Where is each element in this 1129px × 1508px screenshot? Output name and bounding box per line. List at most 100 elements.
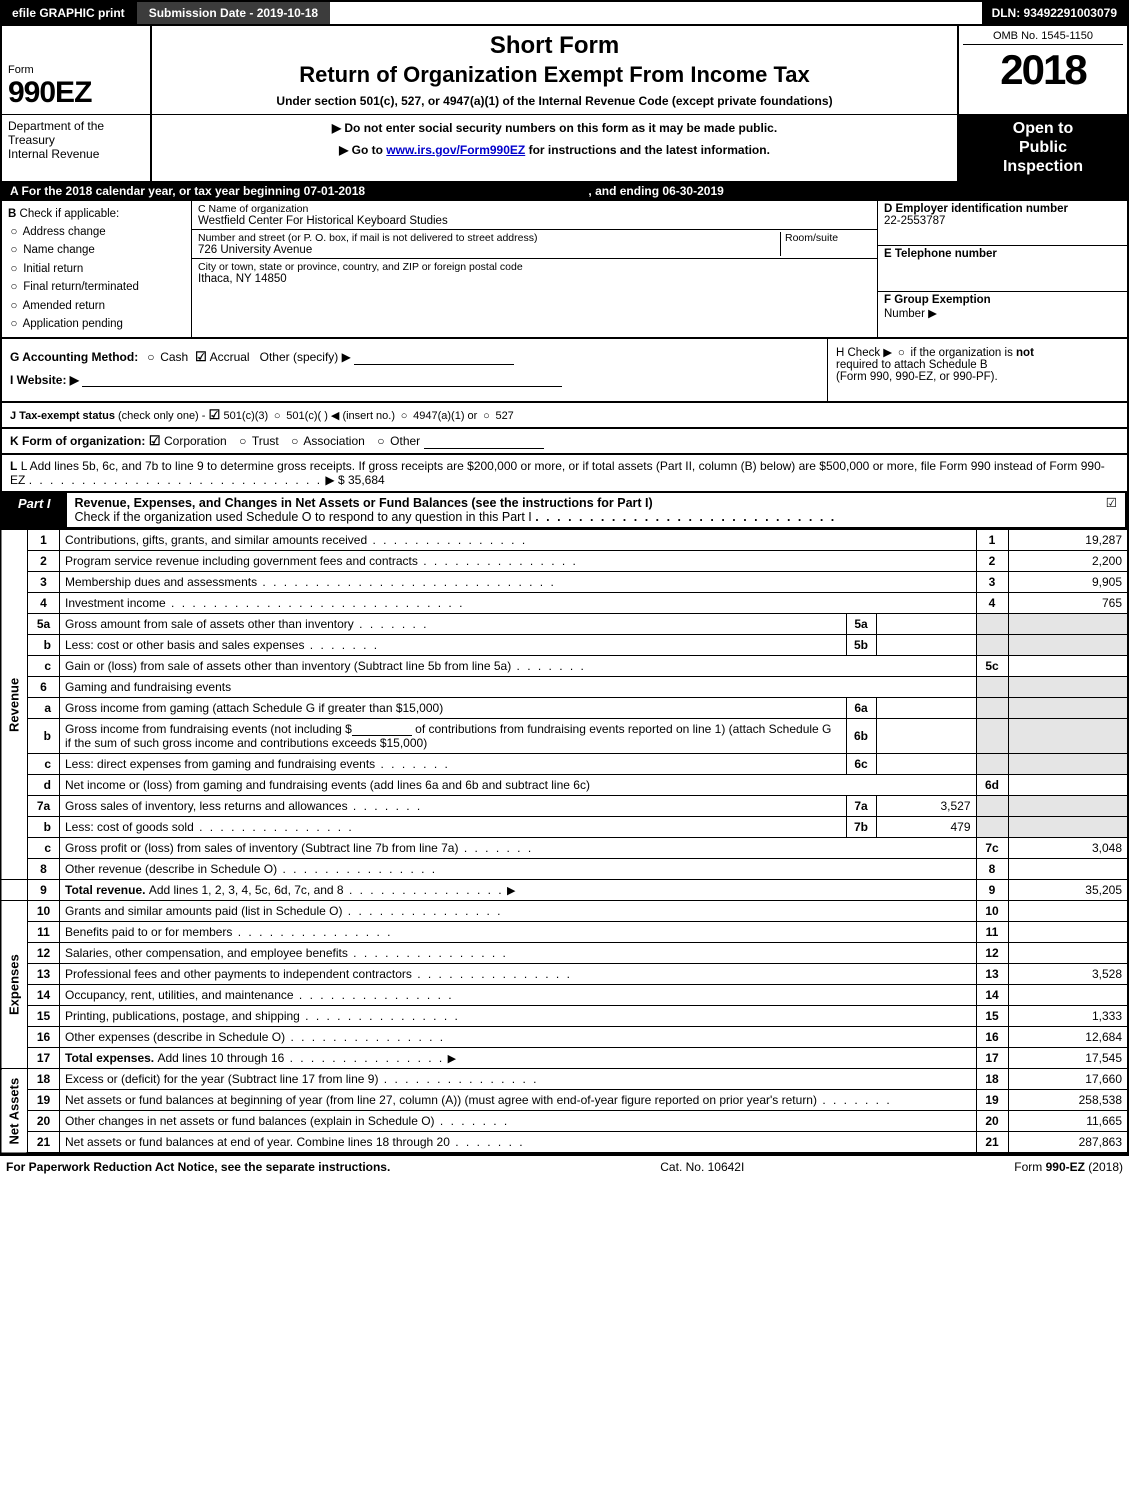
col-num [976, 796, 1008, 817]
mini-col: 6a [846, 698, 876, 719]
table-row: b Less: cost or other basis and sales ex… [1, 635, 1128, 656]
form-number-cell: Form 990EZ [2, 26, 152, 114]
col-val: 19,287 [1008, 530, 1128, 551]
h-right: H Check ▶ ○ if the organization is not r… [827, 339, 1127, 401]
opt-corporation: Corporation [164, 434, 227, 448]
chk-501c[interactable]: ○ [271, 410, 283, 422]
street-row: Number and street (or P. O. box, if mail… [192, 230, 877, 259]
year-cell: OMB No. 1545-1150 2018 [957, 26, 1127, 114]
h-line2: required to attach Schedule B [836, 359, 988, 371]
k-pre: K Form of organization: [10, 434, 149, 448]
chk-application-pending[interactable]: ○ Application pending [8, 315, 185, 333]
chk-other-org[interactable]: ○ [375, 434, 387, 448]
other-org-input[interactable] [424, 435, 544, 449]
col-num: 4 [976, 593, 1008, 614]
mini-col: 5b [846, 635, 876, 656]
mini-col: 7b [846, 817, 876, 838]
table-row: 17 Total expenses. Add lines 10 through … [1, 1048, 1128, 1069]
f-label: F Group Exemption [884, 294, 991, 306]
box-b-letter: B [8, 208, 16, 220]
ln: 21 [28, 1132, 60, 1154]
desc: Less: cost of goods sold [60, 817, 847, 838]
irs-link[interactable]: www.irs.gov/Form990EZ [386, 143, 525, 157]
opt-association: Association [303, 434, 364, 448]
part-1-subtitle: Check if the organization used Schedule … [75, 510, 532, 524]
table-row: 3 Membership dues and assessments 3 9,90… [1, 572, 1128, 593]
col-num: 17 [976, 1048, 1008, 1069]
chk-accrual[interactable]: ☑ [195, 349, 207, 365]
opt-trust: Trust [252, 434, 279, 448]
col-num: 3 [976, 572, 1008, 593]
chk-501c3[interactable]: ☑ [209, 407, 221, 423]
table-row: 19 Net assets or fund balances at beginn… [1, 1090, 1128, 1111]
ln: 19 [28, 1090, 60, 1111]
ln: d [28, 775, 60, 796]
mini-col: 6b [846, 719, 876, 754]
paperwork-notice: For Paperwork Reduction Act Notice, see … [6, 1160, 390, 1174]
open-line1: Open to [961, 119, 1125, 138]
l-amount: ▶ $ 35,684 [325, 473, 384, 487]
col-val [1008, 775, 1128, 796]
website-input[interactable] [82, 373, 562, 387]
desc: Occupancy, rent, utilities, and maintena… [60, 985, 977, 1006]
chk-final-return[interactable]: ○ Final return/terminated [8, 278, 185, 296]
table-row: Revenue 1 Contributions, gifts, grants, … [1, 530, 1128, 551]
ln: 5a [28, 614, 60, 635]
city-row: City or town, state or province, country… [192, 259, 877, 287]
part-1-dots [535, 510, 836, 524]
chk-corporation[interactable]: ☑ [149, 433, 161, 449]
part-1-table: Revenue 1 Contributions, gifts, grants, … [0, 529, 1129, 1154]
desc: Net assets or fund balances at end of ye… [60, 1132, 977, 1154]
col-val [1008, 677, 1128, 698]
chk-name-change[interactable]: ○ Name change [8, 241, 185, 259]
other-specify-input[interactable] [354, 351, 514, 365]
chk-trust[interactable]: ○ [237, 434, 249, 448]
part-1-header: Part I Revenue, Expenses, and Changes in… [0, 493, 1129, 529]
open-line3: Inspection [961, 157, 1125, 176]
ln: 6 [28, 677, 60, 698]
col-val: 17,660 [1008, 1069, 1128, 1090]
desc: Professional fees and other payments to … [60, 964, 977, 985]
mini-val [876, 635, 976, 656]
chk-association[interactable]: ○ [289, 434, 301, 448]
col-val [1008, 943, 1128, 964]
part-1-checkbox[interactable]: ☑ [1098, 493, 1127, 527]
chk-4947[interactable]: ○ [398, 410, 410, 422]
footer-row: For Paperwork Reduction Act Notice, see … [0, 1154, 1129, 1178]
period-begin: 07-01-2018 [304, 184, 365, 198]
col-val [1008, 656, 1128, 677]
desc: Contributions, gifts, grants, and simila… [60, 530, 977, 551]
submission-date: Submission Date - 2019-10-18 [135, 2, 330, 24]
i-label: I Website: ▶ [10, 373, 79, 387]
col-num: 6d [976, 775, 1008, 796]
col-num: 19 [976, 1090, 1008, 1111]
chk-initial-return[interactable]: ○ Initial return [8, 260, 185, 278]
ln: 14 [28, 985, 60, 1006]
ein-value: 22-2553787 [884, 215, 1121, 227]
expenses-side-label: Expenses [1, 901, 28, 1069]
instr-goto-post: for instructions and the latest informat… [525, 143, 770, 157]
desc: Gain or (loss) from sale of assets other… [60, 656, 977, 677]
ln: 12 [28, 943, 60, 964]
omb-number: OMB No. 1545-1150 [963, 30, 1123, 45]
desc: Printing, publications, postage, and shi… [60, 1006, 977, 1027]
col-val: 1,333 [1008, 1006, 1128, 1027]
desc: Less: cost or other basis and sales expe… [60, 635, 847, 656]
ln: a [28, 698, 60, 719]
chk-527[interactable]: ○ [480, 410, 492, 422]
col-val [1008, 922, 1128, 943]
efile-print-label[interactable]: efile GRAPHIC print [2, 2, 135, 24]
col-val: 765 [1008, 593, 1128, 614]
col-num [976, 817, 1008, 838]
chk-cash[interactable]: ○ [145, 350, 157, 364]
ln: b [28, 635, 60, 656]
chk-h-not-required[interactable]: ○ [895, 347, 907, 359]
desc: Gross income from fundraising events (no… [60, 719, 847, 754]
chk-amended-return[interactable]: ○ Amended return [8, 297, 185, 315]
col-num: 16 [976, 1027, 1008, 1048]
chk-address-change[interactable]: ○ Address change [8, 223, 185, 241]
desc: Total expenses. Add lines 10 through 16 … [60, 1048, 977, 1069]
tax-period-row: A For the 2018 calendar year, or tax yea… [0, 181, 1129, 201]
org-name: Westfield Center For Historical Keyboard… [198, 215, 871, 227]
col-num: 1 [976, 530, 1008, 551]
